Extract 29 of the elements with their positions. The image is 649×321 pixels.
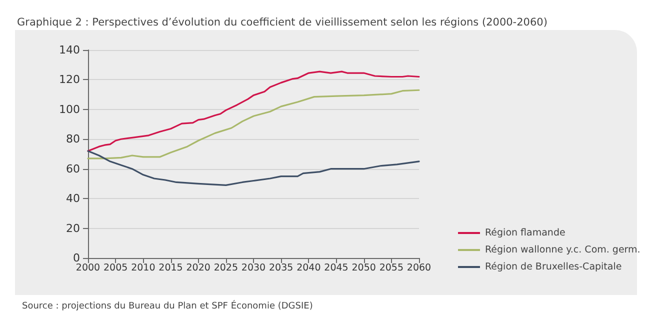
x-tick-label: 2020 xyxy=(186,262,210,274)
y-tick-label: 120 xyxy=(59,73,80,86)
x-tick-label: 2015 xyxy=(158,262,183,274)
y-tick-label: 0 xyxy=(73,252,80,264)
legend-label: Région wallonne y.c. Com. germ. xyxy=(485,244,640,256)
x-tick-label: 2010 xyxy=(131,262,156,274)
legend-label: Région flamande xyxy=(485,228,566,238)
line-series xyxy=(87,89,420,160)
chart-title: Graphique 2 : Perspectives d’évolution du coefficient de vieillissement selon les régions (2000-2060) xyxy=(17,16,548,28)
y-tick-label: 140 xyxy=(59,44,80,56)
y-tick-label: 60 xyxy=(66,162,80,176)
x-tick-label: 2030 xyxy=(241,262,266,274)
x-tick-label: 2055 xyxy=(379,262,404,274)
legend-label: Région de Bruxelles-Capitale xyxy=(485,262,622,272)
x-tick-label: 2035 xyxy=(268,262,294,274)
x-tick-label: 2040 xyxy=(296,262,321,274)
x-tick-label: 2060 xyxy=(406,262,432,274)
x-tick-label: 2000 xyxy=(76,262,100,274)
x-tick-label: 2025 xyxy=(214,262,238,274)
line-series xyxy=(87,70,420,152)
y-tick-label: 100 xyxy=(59,102,80,116)
y-tick-label: 40 xyxy=(66,192,80,206)
x-tick-label: 2005 xyxy=(103,262,128,274)
y-tick-label: 80 xyxy=(66,132,80,146)
line-series xyxy=(87,150,420,186)
x-tick-label: 2050 xyxy=(352,262,376,274)
x-tick-label: 2045 xyxy=(324,262,348,274)
source-note: Source : projections du Bureau du Plan et SPF Économie (DGSIE) xyxy=(22,300,313,312)
y-tick-label: 20 xyxy=(66,222,80,235)
